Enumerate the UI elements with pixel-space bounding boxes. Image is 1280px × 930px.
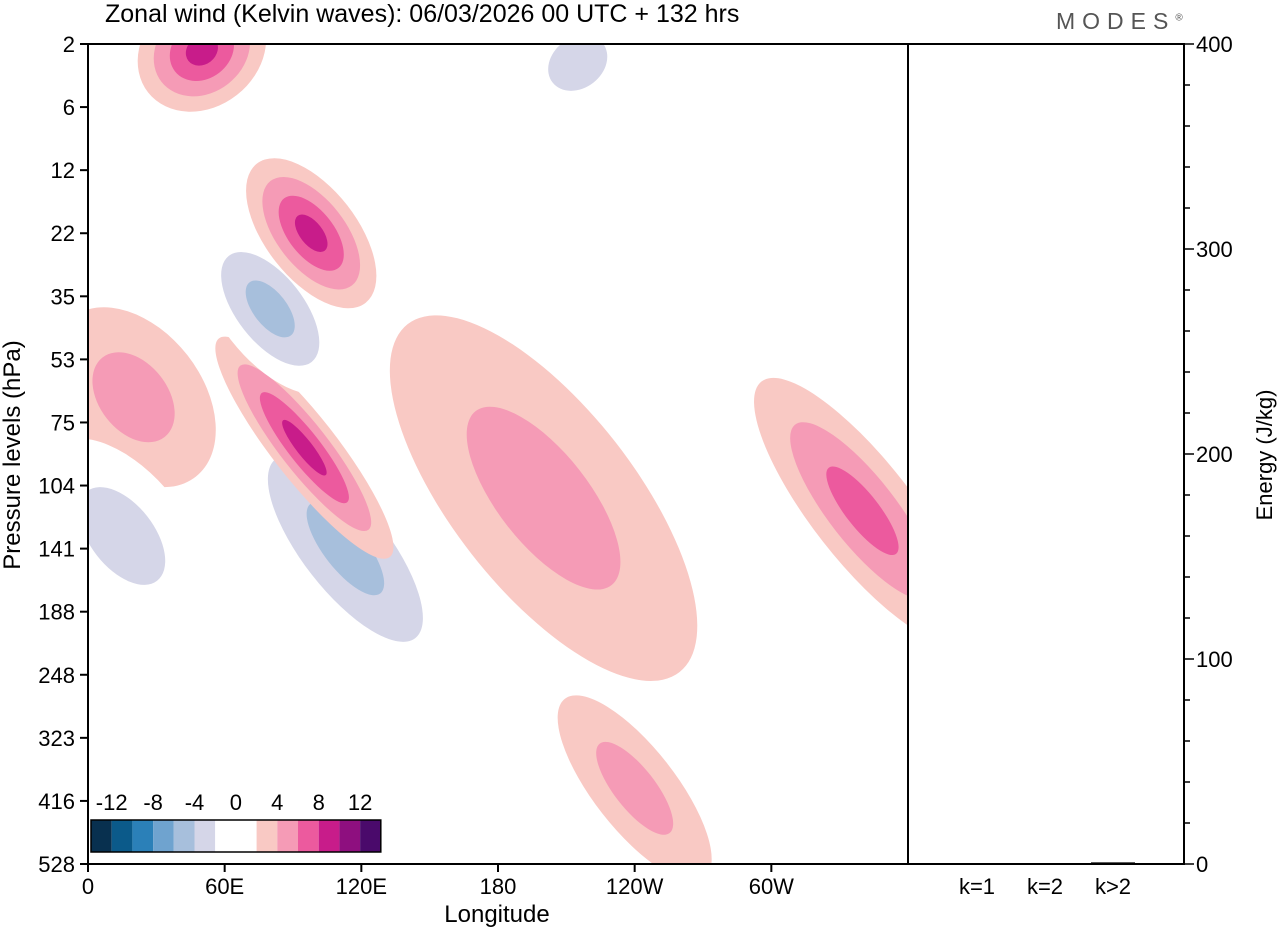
contour-blob-4-level-3 [826,466,899,556]
colorbar-swatch [298,820,319,852]
contour-blob-14-level-1 [630,335,867,636]
y-tick-label: 35 [51,284,75,309]
chart-title: Zonal wind (Kelvin waves): 06/03/2026 00… [105,0,739,28]
colorbar-label: 0 [230,790,242,815]
colorbar-swatch [235,820,257,852]
contour-blob-5-level-4 [282,419,327,476]
x-tick-label: 120W [606,874,664,899]
colorbar-swatch [256,820,278,852]
x-tick-label: 0 [82,874,94,899]
contour-blob-3-level-2 [466,406,621,590]
colorbar-swatch [153,820,174,852]
energy-bar-label: k>2 [1095,874,1131,899]
contour-blob-6-level-3 [245,280,295,338]
colorbar-label: 12 [348,790,372,815]
x-axis-label: Longitude [444,901,549,928]
colorbar-border [90,819,382,853]
colorbar-swatch [111,820,133,852]
colorbar-label: -12 [96,790,128,815]
brand-mark: ® [1175,12,1183,24]
energy-bar-label: k=1 [959,874,995,899]
energy-bar [1023,863,1067,865]
y-tick-label: 22 [51,221,75,246]
axes: 0 60E 120E 180 120W 60W 2 6 12 22 35 53 75 104 141 188 2… [38,32,794,899]
colorbar-swatch [360,820,381,852]
colorbar-label: 4 [271,790,283,815]
energy-panel: 0 100 200 300 400 k=1 k=2 k>2 [955,32,1233,899]
y-tick-label: 104 [38,474,75,499]
energy-tick-label: 100 [1196,647,1233,672]
contour-blob-11-level-2 [88,487,166,585]
contour-blob-10-level-2 [92,352,175,443]
x-tick-label: 60E [205,874,244,899]
colorbar-swatch [194,820,216,852]
contour-blob-2-level-3 [306,502,385,596]
energy-bar-label: k=2 [1027,874,1063,899]
energy-bar [955,863,999,865]
energy-tick-label: 0 [1196,852,1208,877]
x-tick-label: 180 [480,874,517,899]
x-tick-label: 120E [336,874,387,899]
contour-blob-12-level-2 [596,741,674,835]
energy-tick-label: 400 [1196,32,1233,57]
y-tick-label: 53 [51,347,75,372]
y-tick-label: 141 [38,537,75,562]
colorbar-swatch [318,820,340,852]
colorbar-swatch [277,820,298,852]
contour-blob-7-level-4 [294,214,328,252]
y-tick-label: 12 [51,158,75,183]
y-axis-label: Pressure levels (hPa) [0,340,26,569]
colorbar: -12 -8 -4 0 4 8 12 [88,783,384,857]
y-tick-label: 528 [38,852,75,877]
contour-blob-13-level-1 [357,652,479,798]
y-tick-label: 75 [51,410,75,435]
y-tick-label: 188 [38,600,75,625]
colorbar-label: 8 [313,790,325,815]
y-tick-label: 6 [63,95,75,120]
colorbar-swatch [215,820,236,852]
y-tick-label: 323 [38,726,75,751]
contour-blob-9-level-2 [548,44,608,91]
colorbar-swatch [132,820,154,852]
energy-tick-label: 300 [1196,237,1233,262]
modes-logo: MODES® [1056,8,1183,35]
colorbar-swatch [339,820,361,852]
colorbar-label: -8 [143,790,163,815]
energy-bar [1091,862,1135,864]
brand-text: MODES [1056,8,1176,34]
y-tick-label: 248 [38,663,75,688]
x-tick-label: 60W [749,874,794,899]
colorbar-swatch [91,820,112,852]
colorbar-label: -4 [185,790,205,815]
energy-axis-label: Energy (J/kg) [1252,390,1277,521]
energy-plot-frame [907,43,1185,865]
energy-tick-label: 200 [1196,442,1233,467]
colorbar-swatch [173,820,195,852]
y-tick-label: 2 [63,32,75,57]
contour-field [88,44,908,864]
y-tick-label: 416 [38,789,75,814]
contour-blob-8-level-4 [185,44,218,66]
